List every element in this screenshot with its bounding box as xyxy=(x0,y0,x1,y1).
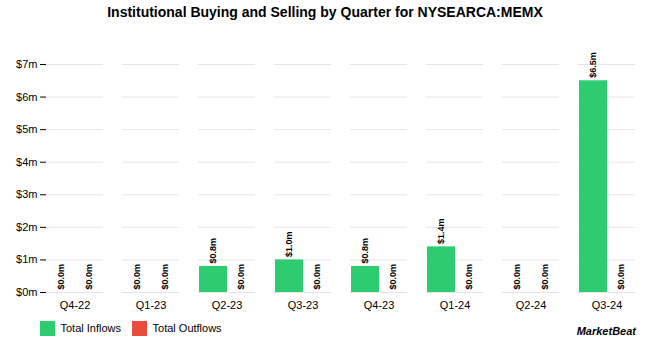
svg-text:$5m: $5m xyxy=(16,123,37,135)
svg-text:$6m: $6m xyxy=(16,91,37,103)
svg-text:$0.0m: $0.0m xyxy=(464,264,474,290)
svg-text:$0.0m: $0.0m xyxy=(132,264,142,290)
svg-text:Q1-23: Q1-23 xyxy=(136,299,167,311)
svg-text:$0.0m: $0.0m xyxy=(236,264,246,290)
html-text:Total Outflows: Total Outflows xyxy=(152,322,222,335)
svg-text:$6.5m: $6.5m xyxy=(588,52,598,78)
svg-text:$0.0m: $0.0m xyxy=(160,264,170,290)
svg-text:Q4-23: Q4-23 xyxy=(364,299,395,311)
svg-text:Q2-23: Q2-23 xyxy=(212,299,243,311)
svg-text:$0.0m: $0.0m xyxy=(616,264,626,290)
svg-text:Q3-23: Q3-23 xyxy=(288,299,319,311)
svg-text:$2m: $2m xyxy=(16,221,37,233)
svg-text:$1.4m: $1.4m xyxy=(436,218,446,244)
svg-text:$0.8m: $0.8m xyxy=(208,238,218,264)
svg-text:Q2-24: Q2-24 xyxy=(516,299,547,311)
svg-text:$1m: $1m xyxy=(16,253,37,265)
html-text:Institutional Buying and Selli: Institutional Buying and Selling by Quar… xyxy=(107,4,543,20)
svg-text:$7m: $7m xyxy=(16,58,37,70)
html-text:MarketBeat: MarketBeat xyxy=(576,325,636,337)
html-text:Total Inflows: Total Inflows xyxy=(60,322,121,335)
svg-text:$0.0m: $0.0m xyxy=(84,264,94,290)
svg-text:$0.0m: $0.0m xyxy=(540,264,550,290)
svg-text:$4m: $4m xyxy=(16,156,37,168)
svg-text:$0.0m: $0.0m xyxy=(312,264,322,290)
svg-text:$0m: $0m xyxy=(16,286,37,298)
svg-text:$0.0m: $0.0m xyxy=(388,264,398,290)
svg-text:Q4-22: Q4-22 xyxy=(60,299,91,311)
svg-text:$0.0m: $0.0m xyxy=(56,264,66,290)
svg-text:$0.0m: $0.0m xyxy=(512,264,522,290)
svg-text:Q1-24: Q1-24 xyxy=(440,299,471,311)
svg-text:Q3-24: Q3-24 xyxy=(592,299,623,311)
svg-text:$3m: $3m xyxy=(16,188,37,200)
svg-text:$1.0m: $1.0m xyxy=(284,231,294,257)
svg-text:$0.8m: $0.8m xyxy=(360,238,370,264)
